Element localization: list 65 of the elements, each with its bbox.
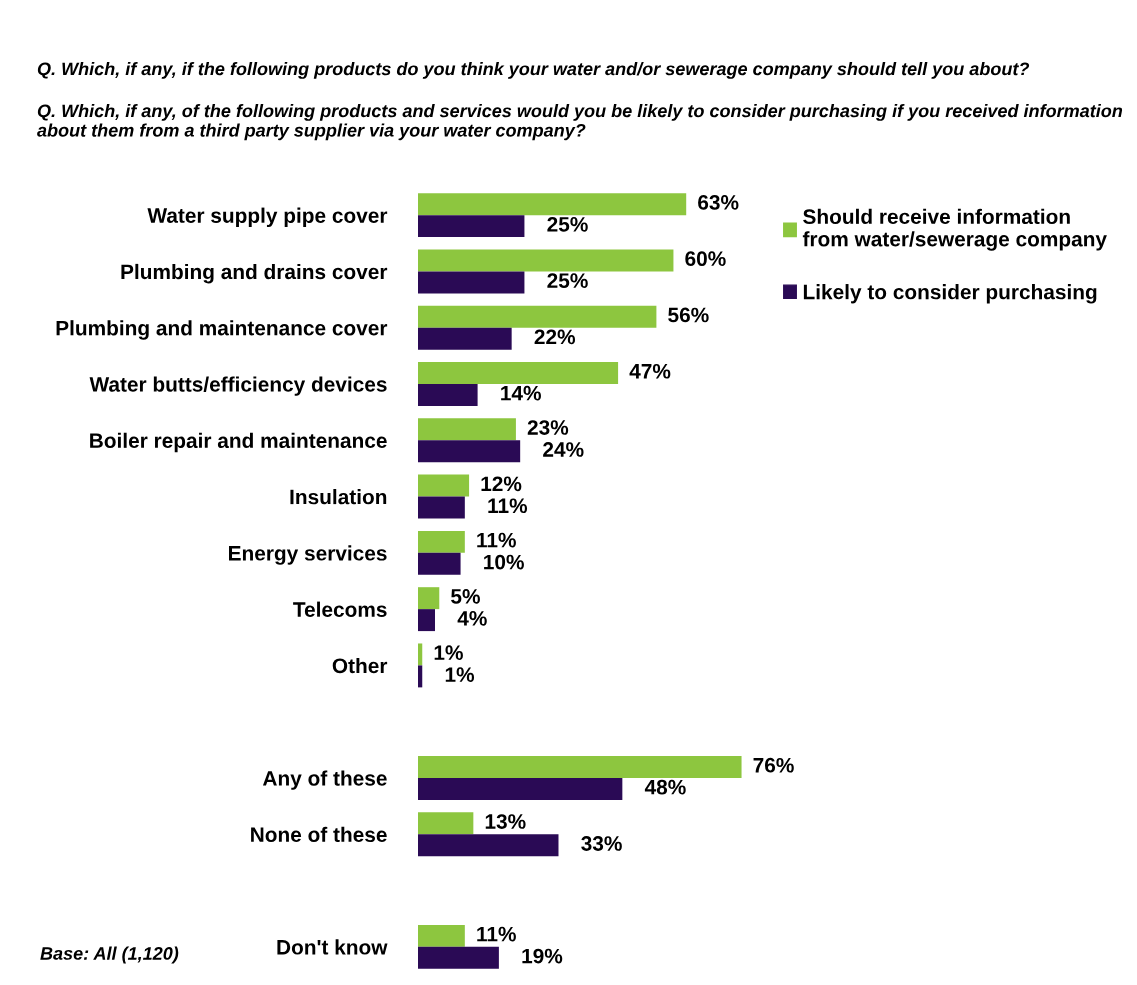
y-tick-label: Other	[332, 657, 388, 674]
bar	[418, 587, 440, 610]
bar	[418, 327, 512, 350]
y-tick-label: Don't know	[277, 939, 388, 955]
legend-label: Likely to consider purchasing	[803, 284, 1097, 304]
data-label: 10%	[484, 554, 524, 570]
bar	[418, 362, 619, 384]
y-tick-label: Water supply pipe cover	[147, 207, 388, 228]
bar	[418, 474, 470, 497]
bar	[418, 643, 423, 666]
bar	[418, 193, 687, 216]
data-label: 48%	[644, 779, 686, 795]
data-label: 14%	[501, 385, 541, 401]
y-tick-label: None of these	[251, 826, 387, 843]
y-tick-label: Insulation	[290, 489, 387, 505]
data-label: 25%	[547, 273, 588, 288]
bar	[418, 665, 423, 688]
data-label: 23%	[527, 420, 569, 435]
bar	[418, 924, 465, 947]
y-tick-label: Plumbing and maintenance cover	[56, 320, 388, 340]
y-tick-label: Plumbing and drains cover	[121, 263, 388, 284]
bar	[418, 530, 465, 553]
data-label: 4%	[457, 611, 487, 626]
y-tick-label: Telecoms	[293, 601, 387, 617]
data-label: 63%	[698, 195, 739, 210]
bar	[418, 609, 436, 632]
data-label: 19%	[522, 948, 563, 964]
y-tick-label: Energy services	[229, 545, 387, 565]
bar	[418, 249, 674, 272]
data-label: 22%	[534, 329, 576, 345]
chart-subtitle: Q. Which, if any, of the following products and services would you be likely to consider purchasing if you received information about them from a third party supplier via your water company?	[37, 104, 1123, 141]
y-tick-label: Boiler repair and maintenance	[90, 432, 387, 453]
data-label: 56%	[668, 307, 709, 323]
data-label: 76%	[753, 757, 794, 773]
y-tick-label: Water butts/efficiency devices	[89, 376, 387, 396]
data-label: 11%	[477, 926, 516, 942]
bar	[418, 496, 465, 519]
bar	[418, 946, 499, 969]
data-label: 33%	[581, 836, 622, 851]
bar	[418, 305, 657, 328]
legend-label: Should receive information from water/sewerage company	[802, 208, 1107, 251]
data-label: 12%	[481, 476, 522, 492]
text: Base: All (1,120)	[40, 946, 179, 964]
data-label: 13%	[485, 814, 526, 829]
bar	[418, 778, 623, 800]
bar	[418, 812, 474, 835]
data-label: 60%	[685, 251, 726, 267]
bar	[418, 418, 516, 441]
bar	[418, 215, 525, 238]
bar	[418, 440, 521, 463]
data-label: 5%	[451, 589, 480, 604]
bar	[418, 271, 525, 294]
bar	[418, 756, 742, 778]
data-label: 25%	[547, 216, 588, 232]
y-tick-label: Any of these	[262, 770, 387, 790]
bar	[418, 552, 461, 575]
bar	[418, 834, 559, 857]
data-label: 1%	[434, 645, 463, 660]
chart-title: Q. Which, if any, if the following products do you think your water and/or sewerage company should tell you about?	[37, 62, 1030, 79]
data-label: 1%	[445, 667, 475, 682]
data-label: 11%	[477, 532, 516, 548]
bar	[418, 384, 478, 406]
data-label: 24%	[543, 442, 584, 457]
data-label: 11%	[488, 498, 528, 514]
data-label: 47%	[629, 363, 671, 379]
